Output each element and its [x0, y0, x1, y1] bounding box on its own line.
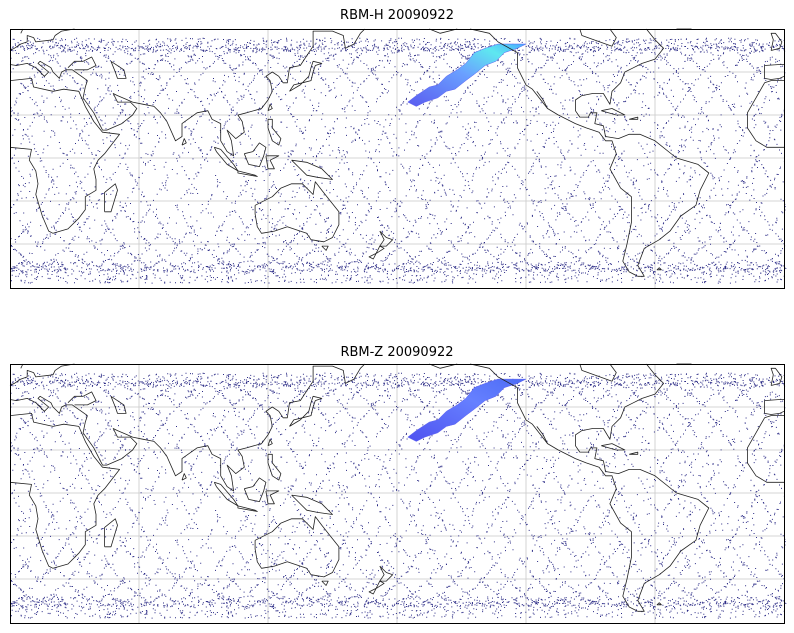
coastline: [254, 516, 340, 578]
panel-title: RBM-Z 20090922: [340, 345, 453, 360]
coastline: [104, 183, 118, 213]
coastline: [470, 28, 710, 277]
coastline: [656, 602, 662, 606]
coastline: [110, 395, 127, 414]
coastline: [764, 410, 785, 415]
coastline: [291, 159, 333, 180]
coastline: [601, 108, 626, 116]
coastline: [770, 367, 783, 386]
coastline: [9, 28, 75, 51]
coastline: [368, 580, 385, 595]
coastline: [104, 518, 118, 548]
coastline: [9, 78, 120, 234]
coastline: [536, 426, 548, 444]
coastline: [243, 477, 267, 503]
coastline: [321, 580, 329, 586]
coastline: [579, 28, 617, 47]
map-panel: [9, 28, 787, 289]
coastline: [747, 415, 784, 483]
coastline: [656, 267, 662, 271]
map-frame: [10, 364, 785, 624]
coastline: [267, 438, 273, 447]
coastline: [237, 505, 258, 512]
coastline: [9, 363, 75, 386]
coastline: [579, 363, 617, 382]
coastline: [267, 453, 282, 481]
coastline: [368, 245, 385, 260]
coastline: [265, 490, 280, 505]
coastline: [764, 64, 784, 79]
coastline: [764, 399, 784, 414]
coastline: [470, 363, 710, 612]
coastline: [536, 91, 548, 109]
map-frame: [10, 29, 785, 289]
coastline: [243, 142, 267, 168]
coastline: [82, 28, 366, 157]
coastline: [67, 391, 97, 406]
coastline: [429, 28, 458, 34]
coastline: [291, 494, 333, 515]
coastline: [379, 565, 394, 582]
coastline: [770, 32, 783, 51]
panel-title: RBM-H 20090922: [340, 8, 454, 23]
observation-dots: [10, 372, 787, 619]
coastline: [67, 56, 97, 71]
coastline: [9, 412, 120, 569]
map-panel: [9, 363, 787, 624]
coastline: [267, 118, 282, 146]
coastline: [82, 363, 366, 492]
coastline: [321, 245, 329, 251]
coastline: [181, 138, 187, 146]
coastline: [181, 473, 187, 481]
coastline: [764, 75, 785, 80]
coastline: [629, 116, 639, 120]
coastline: [289, 395, 323, 427]
coastline: [747, 80, 784, 148]
swath: [407, 43, 527, 107]
coastline: [267, 103, 273, 112]
swath: [407, 378, 527, 442]
coastline: [379, 230, 394, 247]
coastline: [289, 60, 323, 92]
coastline: [110, 60, 127, 79]
coastline: [254, 181, 340, 243]
coastline: [629, 451, 639, 455]
coastline: [601, 443, 626, 451]
coastline: [9, 60, 88, 81]
coastline: [429, 363, 458, 369]
coastline: [265, 155, 280, 170]
coastline: [237, 170, 258, 177]
coastline: [9, 395, 88, 416]
